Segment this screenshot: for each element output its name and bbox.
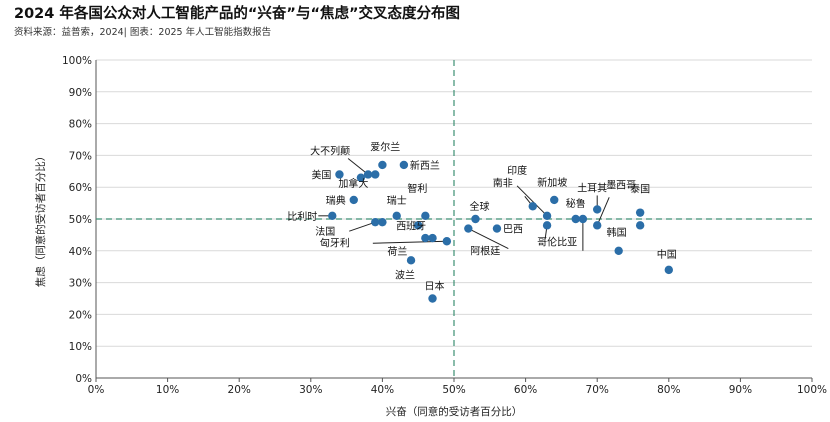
leader-line	[468, 228, 509, 249]
data-point	[528, 202, 537, 211]
point-label: 新加坡	[537, 176, 567, 189]
data-point	[399, 160, 409, 170]
data-points	[328, 160, 673, 303]
point-label: 印度	[507, 164, 527, 177]
x-tick-label: 30%	[299, 384, 322, 396]
data-point	[635, 221, 645, 230]
point-label: 智利	[407, 182, 427, 195]
y-tick-label: 100%	[62, 55, 92, 67]
data-point	[635, 208, 645, 217]
point-label: 美国	[311, 168, 331, 181]
x-tick-label: 60%	[514, 384, 537, 396]
data-point	[406, 256, 416, 265]
point-label: 中国	[657, 248, 677, 261]
chart-title: 2024 年各国公众对人工智能产品的“兴奋”与“焦虑”交叉态度分布图	[14, 6, 461, 22]
point-label: 荷兰	[387, 245, 407, 258]
data-point	[421, 211, 430, 221]
data-point	[614, 246, 623, 255]
leader-lines	[318, 158, 610, 251]
point-label: 波兰	[395, 268, 415, 281]
leader-line	[349, 221, 376, 232]
point-label: 法国	[315, 225, 335, 238]
data-point	[371, 170, 380, 179]
data-point	[542, 211, 552, 221]
y-tick-label: 80%	[69, 119, 92, 131]
data-point	[328, 211, 337, 221]
leader-line	[516, 185, 548, 217]
point-label: 土耳其	[577, 181, 607, 194]
y-axis-title: 焦虑（同意的受访者百分比）	[34, 151, 47, 288]
data-point	[542, 221, 552, 230]
data-point	[363, 170, 373, 179]
data-point	[492, 224, 502, 233]
reference-lines	[96, 60, 812, 378]
data-point	[428, 233, 437, 243]
data-point	[578, 214, 588, 224]
y-tick-label: 70%	[69, 150, 92, 162]
x-tick-label: 70%	[586, 384, 609, 396]
data-point	[593, 221, 602, 230]
point-label: 秘鲁	[566, 197, 586, 210]
data-point	[414, 221, 423, 230]
data-point	[571, 214, 580, 224]
point-label: 日本	[425, 280, 445, 293]
leader-line	[347, 158, 369, 175]
y-tick-label: 60%	[69, 182, 92, 194]
data-point	[593, 205, 602, 214]
data-point	[392, 211, 401, 221]
x-tick-label: 20%	[228, 384, 251, 396]
x-tick-label: 80%	[657, 384, 680, 396]
point-label: 西班牙	[396, 220, 426, 232]
data-point	[335, 170, 344, 179]
data-point	[464, 224, 473, 233]
y-tick-label: 40%	[69, 246, 92, 258]
point-label: 瑞典	[326, 194, 346, 207]
y-tick-label: 50%	[69, 214, 92, 226]
data-point	[428, 294, 437, 303]
y-tick-label: 20%	[69, 309, 92, 321]
point-label: 瑞士	[387, 194, 407, 207]
data-point	[356, 173, 366, 182]
point-label: 泰国	[630, 183, 650, 196]
x-axis-title: 兴奋（同意的受访者百分比）	[386, 405, 523, 418]
data-point	[421, 233, 430, 243]
x-tick-label: 50%	[442, 384, 465, 396]
data-point	[664, 265, 673, 275]
data-point	[349, 195, 358, 205]
x-tick-label: 90%	[729, 384, 752, 396]
point-label: 比利时	[287, 211, 317, 223]
leader-line	[372, 240, 447, 244]
point-label: 爱尔兰	[370, 140, 400, 153]
point-label: 巴西	[503, 224, 523, 236]
point-label: 阿根廷	[470, 245, 500, 258]
x-tick-label: 10%	[156, 384, 179, 396]
point-label: 墨西哥	[606, 179, 636, 191]
chart-subtitle: 资料来源：益普索，2024| 图表：2025 年人工智能指数报告	[14, 27, 272, 38]
axes: 0% 10% 20% 30% 40% 50% 60% 70% 80% 90% 100% 0% 10% 20…	[62, 55, 827, 396]
point-label: 全球	[469, 200, 489, 213]
point-label: 哥伦比亚	[537, 235, 577, 248]
leader-line	[596, 197, 610, 226]
y-tick-label: 0%	[75, 373, 92, 385]
y-tick-label: 10%	[69, 341, 92, 353]
x-tick-label: 40%	[371, 384, 394, 396]
x-tick-label: 0%	[88, 384, 105, 396]
y-tick-label: 90%	[69, 87, 92, 99]
point-label: 匈牙利	[320, 236, 350, 249]
point-label: 加拿大	[338, 177, 368, 190]
point-label: 新西兰	[410, 159, 440, 172]
data-point	[378, 160, 387, 170]
point-label: 南非	[493, 176, 513, 189]
y-tick-label: 30%	[69, 278, 92, 290]
x-tick-label: 100%	[797, 384, 827, 396]
point-label: 大不列颠	[310, 144, 350, 157]
data-point	[471, 214, 480, 224]
data-point	[378, 217, 387, 227]
data-point	[371, 217, 380, 227]
data-point	[550, 195, 559, 205]
data-point	[442, 237, 452, 246]
point-label: 韩国	[607, 226, 627, 239]
